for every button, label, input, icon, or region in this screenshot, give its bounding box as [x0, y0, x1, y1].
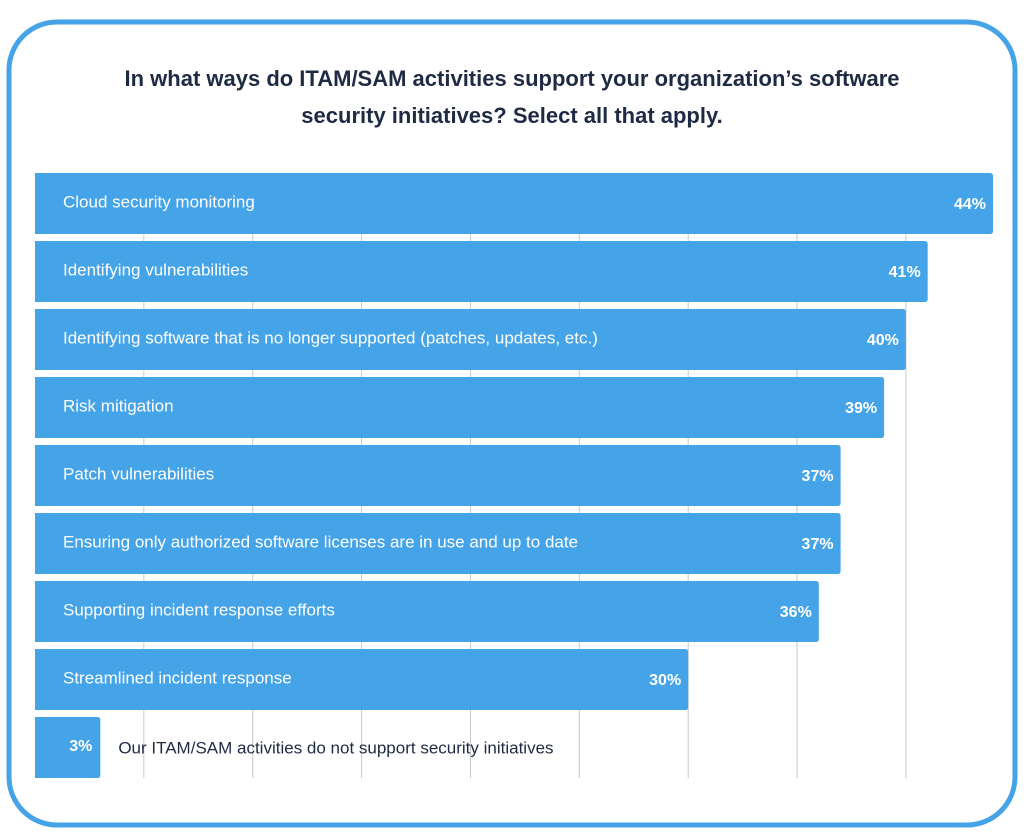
value-label: 37%	[802, 468, 834, 485]
bar	[35, 581, 819, 642]
bar	[35, 717, 101, 778]
category-label: Cloud security monitoring	[63, 192, 255, 211]
value-label: 41%	[889, 264, 921, 281]
category-label: Ensuring only authorized software licens…	[63, 532, 578, 551]
category-label: Patch vulnerabilities	[63, 464, 214, 483]
value-label: 36%	[780, 604, 812, 621]
bar	[35, 649, 689, 710]
category-label: Identifying vulnerabilities	[63, 260, 248, 279]
value-label: 30%	[649, 672, 681, 689]
chart-title: security initiatives? Select all that ap…	[301, 103, 722, 128]
bar	[35, 377, 885, 438]
bar	[35, 309, 906, 370]
value-label: 37%	[802, 536, 834, 553]
category-label: Streamlined incident response	[63, 668, 292, 687]
category-label: Supporting incident response efforts	[63, 600, 335, 619]
category-label: Identifying software that is no longer s…	[63, 328, 598, 347]
bar	[35, 513, 841, 574]
bar	[35, 173, 993, 234]
value-label: 40%	[867, 332, 899, 349]
value-label: 44%	[954, 196, 986, 213]
value-label: 39%	[845, 400, 877, 417]
bar	[35, 445, 841, 506]
chart-title: In what ways do ITAM/SAM activities supp…	[125, 66, 900, 91]
category-label: Our ITAM/SAM activities do not support s…	[118, 738, 553, 757]
bar	[35, 241, 928, 302]
value-label: 3%	[69, 738, 92, 755]
category-label: Risk mitigation	[63, 396, 174, 415]
